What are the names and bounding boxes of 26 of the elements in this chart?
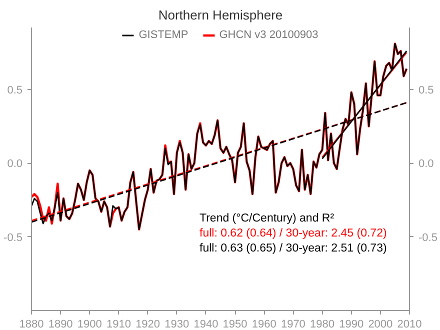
x-tick-label: 1900 xyxy=(77,318,102,330)
y-tick-label: 0.5 xyxy=(7,84,23,96)
x-tick-label: 1910 xyxy=(106,318,131,330)
x-tick-label: 1880 xyxy=(19,318,44,330)
x-tick-label: 1940 xyxy=(194,318,218,330)
x-tick-label: 1920 xyxy=(136,318,160,330)
y2-tick-label: -0.5 xyxy=(418,232,438,244)
chart-title: Northern Hemisphere xyxy=(158,8,283,22)
x-tick-label: 1890 xyxy=(48,318,73,330)
legend-label: GHCN v3 20100903 xyxy=(219,29,318,41)
y2-tick-label: 0.0 xyxy=(418,158,434,170)
annotation: Trend (°C/Century) and R² xyxy=(200,212,334,224)
legend-label: GISTEMP xyxy=(138,29,188,41)
y-tick-label: 0.0 xyxy=(7,158,23,170)
x-tick-label: 2010 xyxy=(397,318,422,330)
annotation: full: 0.62 (0.64) / 30-year: 2.45 (0.72) xyxy=(200,228,387,240)
x-tick-label: 1990 xyxy=(339,318,364,330)
x-tick-label: 1930 xyxy=(164,318,190,330)
x-tick-label: 2000 xyxy=(368,318,393,330)
x-tick-label: 1980 xyxy=(310,318,335,330)
y-tick-label: -0.5 xyxy=(4,232,23,244)
annotation: full: 0.63 (0.65) / 30-year: 2.51 (0.73) xyxy=(200,242,387,254)
y2-tick-label: 0.5 xyxy=(418,84,434,96)
x-tick-label: 1960 xyxy=(252,318,276,330)
x-tick-label: 1950 xyxy=(222,318,248,330)
x-tick-label: 1970 xyxy=(280,318,306,330)
